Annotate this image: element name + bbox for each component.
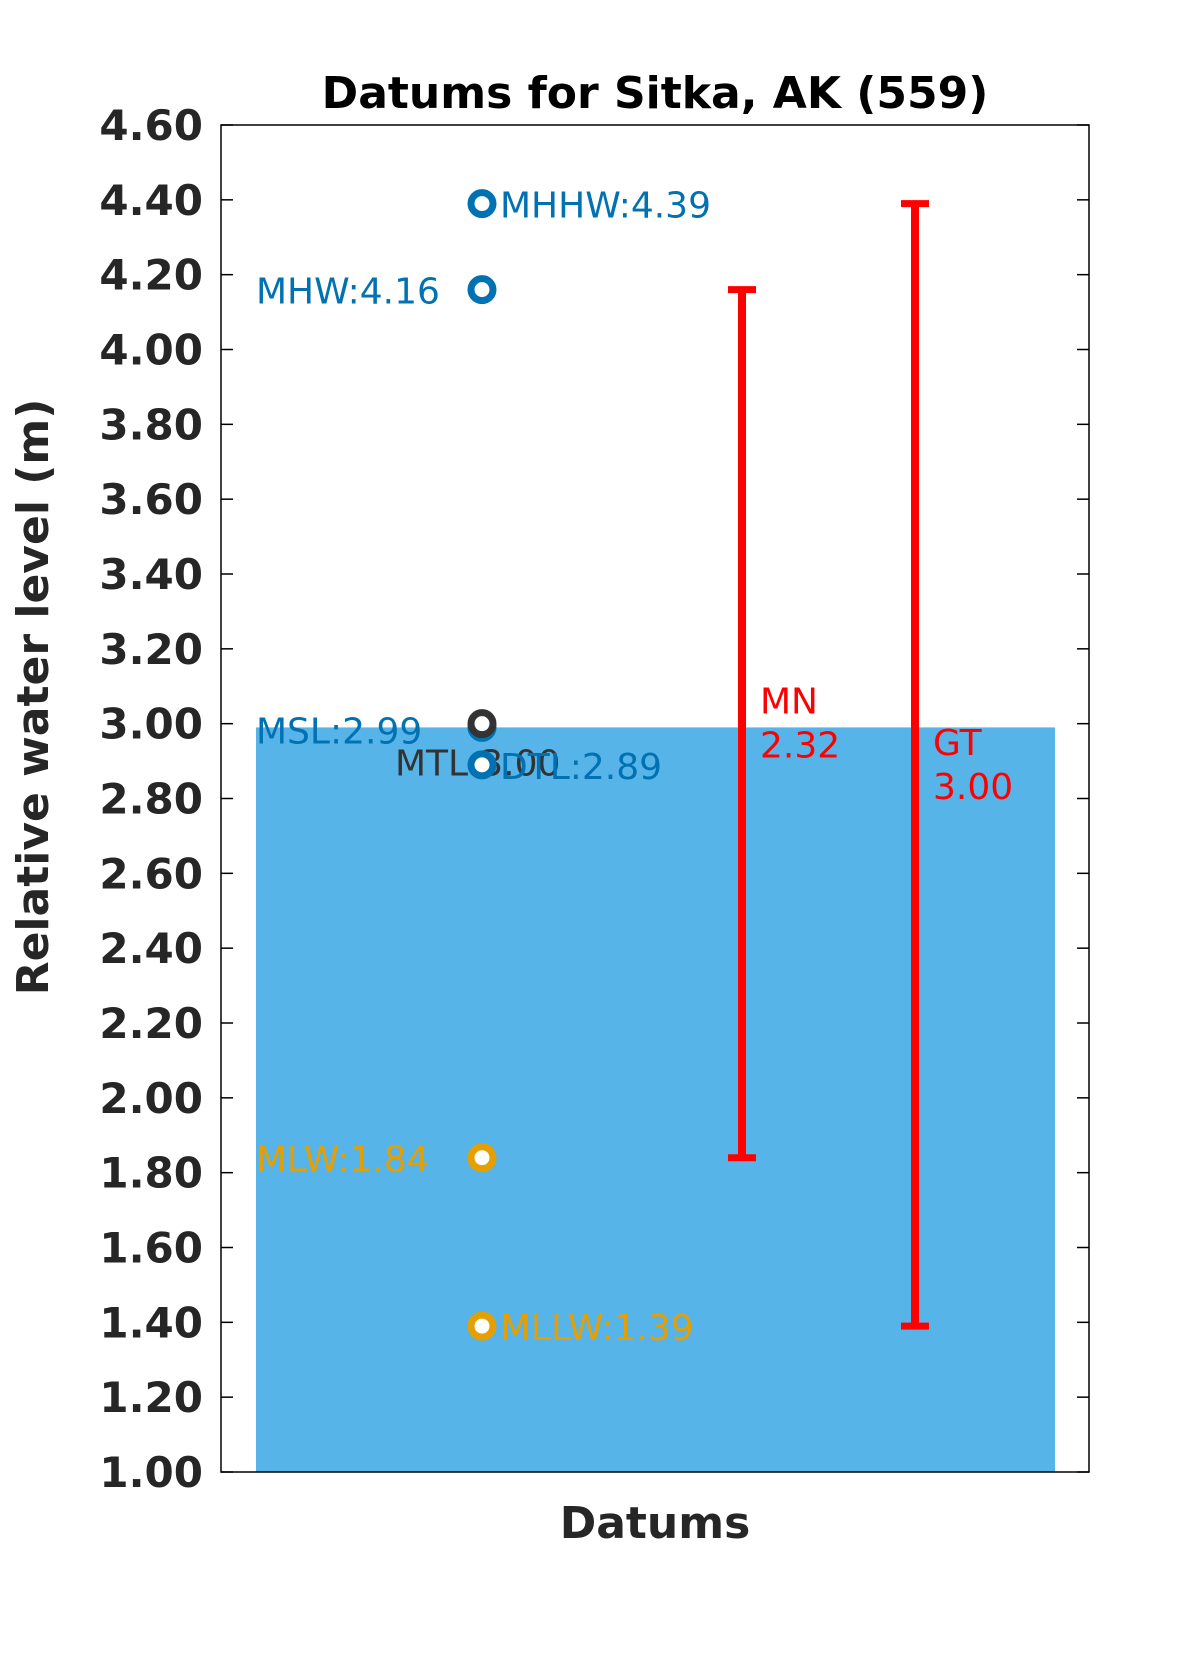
y-tick-label: 2.80 [99, 775, 203, 824]
y-tick-label: 2.00 [99, 1074, 203, 1123]
datum-marker-mtl [467, 709, 497, 739]
datum-marker-mllw [467, 1311, 497, 1341]
range-value-mn: 2.32 [760, 726, 840, 767]
y-tick-label: 4.40 [99, 176, 203, 225]
datum-label-dtl: DTL:2.89 [500, 747, 662, 788]
bar-msl [256, 727, 1055, 1472]
range-label-mn: MN [760, 682, 818, 723]
y-tick-label: 3.60 [99, 475, 203, 524]
y-tick-label: 3.40 [99, 550, 203, 599]
datum-label-mhw: MHW:4.16 [256, 272, 440, 313]
datum-label-msl: MSL:2.99 [256, 711, 422, 752]
y-tick-label: 2.20 [99, 999, 203, 1048]
datum-marker-mlw [467, 1143, 497, 1173]
datum-label-mllw: MLLW:1.39 [500, 1308, 694, 1349]
datum-marker-mhhw [467, 189, 497, 219]
chart-title: Datums for Sitka, AK (559) [322, 68, 989, 119]
y-tick-label: 3.00 [99, 700, 203, 749]
y-tick-label: 1.40 [99, 1298, 203, 1347]
y-tick-label: 4.20 [99, 251, 203, 300]
y-tick-label: 2.60 [99, 849, 203, 898]
y-tick-label: 4.00 [99, 326, 203, 375]
datum-label-mhhw: MHHW:4.39 [500, 186, 711, 227]
datum-marker-dtl [467, 750, 497, 780]
y-tick-label: 2.40 [99, 924, 203, 973]
y-tick-label: 4.60 [99, 101, 203, 150]
range-value-gt: 3.00 [933, 767, 1013, 808]
y-tick-label: 1.00 [99, 1448, 203, 1497]
y-tick-label: 1.80 [99, 1149, 203, 1198]
y-tick-label: 1.20 [99, 1373, 203, 1422]
y-tick-label: 3.80 [99, 400, 203, 449]
plot-area: 1.00 1.20 1.40 1.60 1.80 2.00 2.20 2.40 2.60 2.80… [99, 101, 1090, 1497]
datum-marker-mhw [467, 275, 497, 305]
y-tick-label: 1.60 [99, 1224, 203, 1273]
y-axis-label: Relative water level (m) [8, 399, 59, 996]
datum-label-mlw: MLW:1.84 [256, 1140, 430, 1181]
x-axis-label: Datums [560, 1498, 751, 1549]
range-label-gt: GT [933, 723, 983, 764]
y-tick-label: 3.20 [99, 625, 203, 674]
